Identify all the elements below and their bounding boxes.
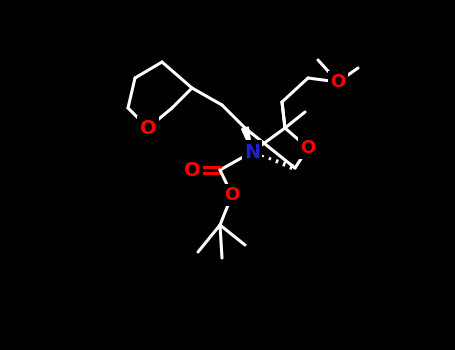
- Text: O: O: [224, 186, 240, 204]
- Polygon shape: [242, 127, 252, 152]
- Text: O: O: [300, 139, 316, 157]
- Text: O: O: [184, 161, 200, 180]
- Text: N: N: [244, 142, 260, 161]
- Text: O: O: [140, 119, 157, 138]
- Text: O: O: [330, 73, 346, 91]
